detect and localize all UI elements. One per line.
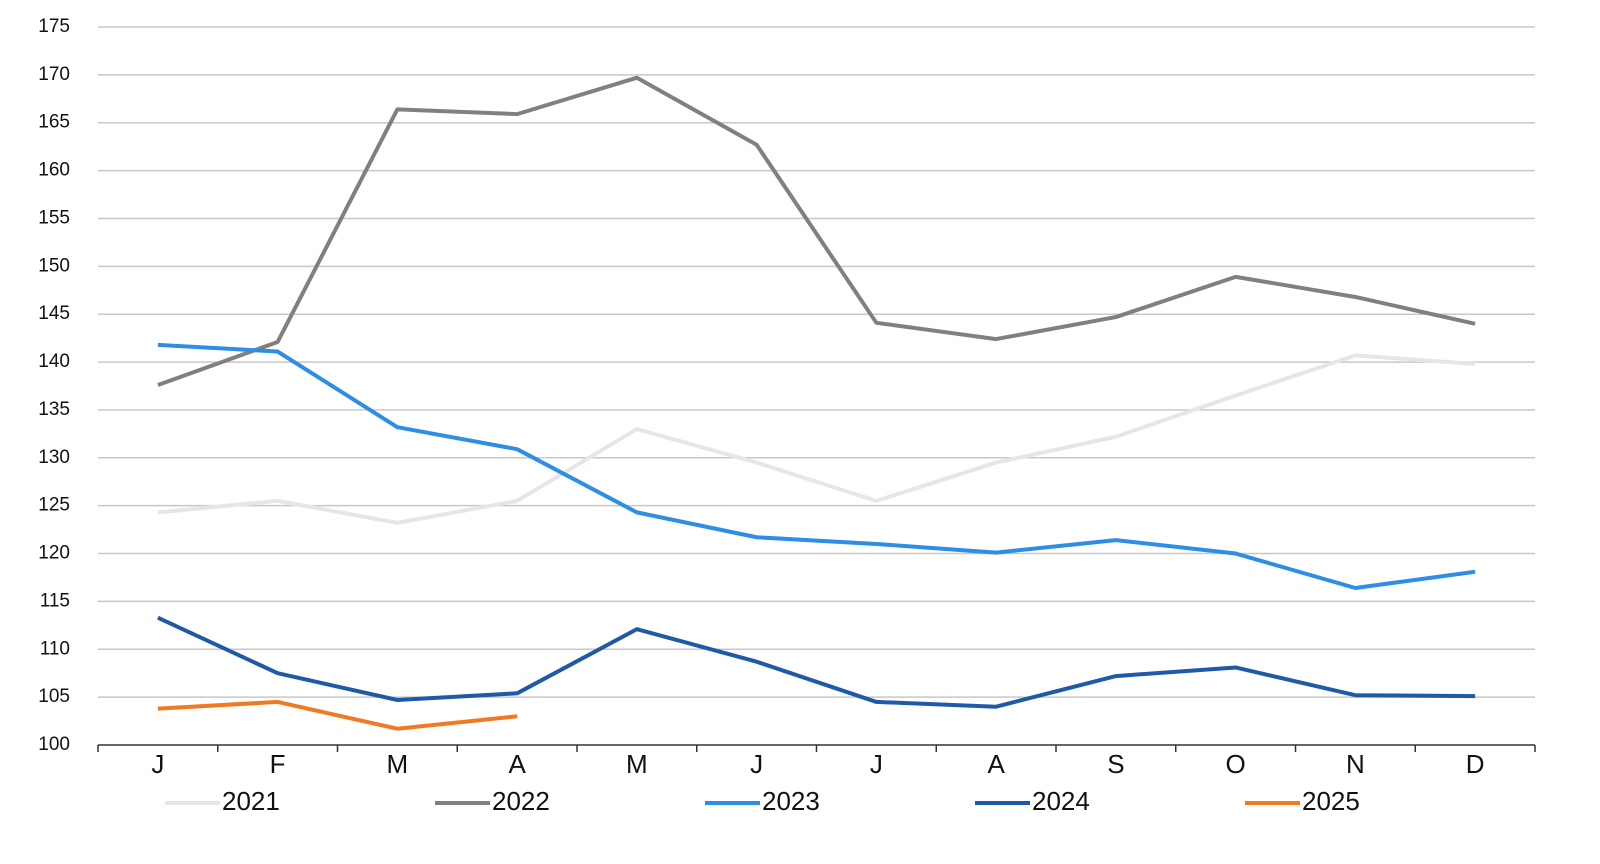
y-tick-label: 110 [40, 638, 70, 659]
y-tick-label: 150 [38, 255, 70, 276]
y-tick-label: 145 [38, 303, 70, 324]
y-tick-label: 130 [38, 447, 70, 468]
x-tick-label: A [508, 749, 526, 779]
x-tick-label: J [870, 749, 883, 779]
x-tick-label: S [1107, 749, 1124, 779]
y-tick-label: 135 [38, 399, 70, 420]
y-tick-label: 175 [38, 16, 70, 37]
legend-label: 2023 [762, 786, 820, 816]
series-line [157, 615, 1476, 709]
x-tick-label: A [987, 749, 1005, 779]
legend-label: 2021 [222, 786, 280, 816]
y-tick-label: 115 [40, 590, 70, 611]
x-tick-label: J [151, 749, 164, 779]
x-tick-label: D [1466, 749, 1485, 779]
y-tick-label: 160 [38, 160, 70, 181]
x-tick-label: M [387, 749, 409, 779]
y-tick-label: 165 [38, 112, 70, 133]
legend-label: 2022 [492, 786, 550, 816]
legend-label: 2024 [1032, 786, 1090, 816]
y-tick-label: 100 [38, 734, 70, 755]
series-line [157, 353, 1476, 525]
x-tick-label: N [1346, 749, 1365, 779]
y-tick-label: 125 [38, 495, 70, 516]
x-tick-label: F [270, 749, 286, 779]
series-line [157, 699, 518, 731]
y-tick-label: 140 [38, 351, 70, 372]
y-tick-label: 155 [38, 207, 70, 228]
y-tick-label: 170 [38, 64, 70, 85]
legend-label: 2025 [1302, 786, 1360, 816]
y-tick-label: 105 [38, 686, 70, 707]
x-tick-label: O [1226, 749, 1246, 779]
x-tick-label: J [750, 749, 763, 779]
x-tick-label: M [626, 749, 648, 779]
series-line [157, 342, 1476, 590]
series-line [157, 75, 1476, 387]
y-tick-label: 120 [38, 543, 70, 564]
